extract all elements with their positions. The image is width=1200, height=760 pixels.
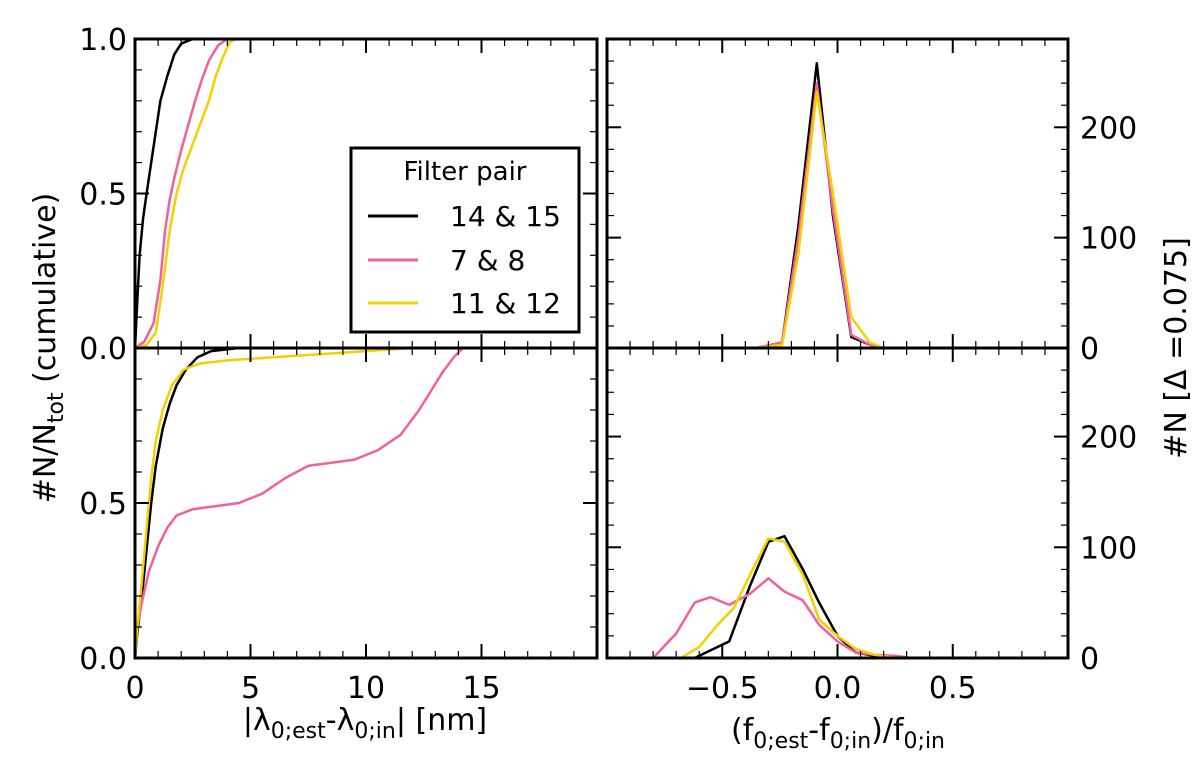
- panel-top-right: [605, 37, 1070, 350]
- series-line-bottom-left-1: [133, 347, 464, 659]
- panel-bottom-right: [605, 346, 1070, 660]
- legend-box: [349, 146, 581, 334]
- legend-label-11-12: 11 & 12: [450, 287, 561, 320]
- legend-label-7-8: 7 & 8: [450, 244, 525, 277]
- y-tick-label: 100: [1080, 222, 1137, 257]
- x-tick-label: −0.5: [686, 671, 759, 706]
- right-x-axis-label: (f0;est-f0;in)/f0;in: [731, 713, 945, 754]
- y-tick-label: 200: [1080, 421, 1137, 456]
- x-tick-label: 5: [241, 671, 260, 706]
- tick-labels: 0.0 0.5 1.0 0 5 10 15 0.0 0.5 0 100 200 −0.5 0.0 0.5 0 1…: [79, 23, 1137, 706]
- right-y-axis-label: #N [Δ =0.075]: [1159, 237, 1194, 459]
- axes-frame-bottom-right: [605, 346, 1070, 660]
- x-tick-label: 10: [347, 671, 385, 706]
- x-tick-label: 0.5: [929, 671, 977, 706]
- y-tick-label: 100: [1080, 531, 1137, 566]
- x-tick-label: 15: [462, 671, 500, 706]
- series-line-bottom-right-1: [652, 577, 912, 660]
- x-tick-label: 0: [125, 671, 144, 706]
- legend: Filter pair 14 & 15 7 & 8 11 & 12: [349, 146, 581, 334]
- y-tick-label: 0.0: [79, 642, 127, 677]
- axes-frame-top-right: [605, 37, 1070, 350]
- y-tick-label: 1.0: [79, 23, 127, 58]
- y-tick-label: 0.0: [79, 332, 127, 367]
- y-tick-label: 0: [1080, 642, 1099, 677]
- axes-frame-bottom-left: [133, 346, 599, 660]
- series-line-top-right-1: [756, 81, 884, 350]
- series-line-top-right-2: [756, 90, 885, 350]
- legend-title: Filter pair: [403, 157, 526, 187]
- y-tick-label: 200: [1080, 111, 1137, 146]
- series-line-top-left-1: [134, 37, 229, 350]
- series-line-bottom-left-2: [133, 346, 436, 659]
- series-line-top-left-2: [134, 37, 238, 350]
- series-line-bottom-right-2: [680, 537, 896, 660]
- y-tick-label: 0.5: [79, 178, 127, 213]
- left-y-axis-label: #N/Ntot (cumulative): [28, 193, 69, 504]
- legend-label-14-15: 14 & 15: [450, 200, 561, 233]
- y-tick-label: 0.5: [79, 487, 127, 522]
- x-tick-label: 0.0: [814, 671, 862, 706]
- panel-bottom-left: [133, 346, 599, 660]
- left-x-axis-label: |λ0;est-λ0;in| [nm]: [243, 703, 487, 744]
- y-tick-label: 0: [1080, 332, 1099, 367]
- series-line-bottom-left-0: [133, 346, 263, 659]
- panels: [133, 37, 1070, 660]
